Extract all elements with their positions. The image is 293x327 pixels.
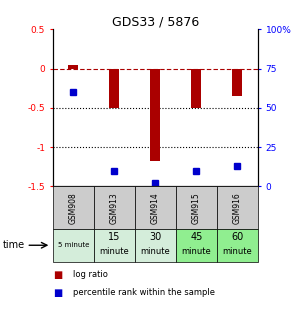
- Text: 15: 15: [108, 232, 120, 242]
- Text: time: time: [3, 240, 25, 250]
- Text: log ratio: log ratio: [73, 270, 108, 279]
- Bar: [191, 69, 202, 108]
- Bar: [68, 65, 79, 69]
- Text: minute: minute: [140, 247, 170, 256]
- Text: minute: minute: [99, 247, 129, 256]
- Text: minute: minute: [222, 247, 252, 256]
- Text: 45: 45: [190, 232, 202, 242]
- Bar: [150, 69, 161, 161]
- Text: GSM913: GSM913: [110, 192, 119, 224]
- Text: ■: ■: [53, 270, 62, 280]
- Text: GSM915: GSM915: [192, 192, 201, 224]
- Bar: [109, 69, 120, 108]
- Text: minute: minute: [181, 247, 211, 256]
- Text: 5 minute: 5 minute: [57, 242, 89, 248]
- Text: 30: 30: [149, 232, 161, 242]
- Text: GSM914: GSM914: [151, 192, 160, 224]
- Bar: [232, 69, 242, 96]
- Text: ■: ■: [53, 288, 62, 298]
- Title: GDS33 / 5876: GDS33 / 5876: [112, 15, 199, 28]
- Text: GSM908: GSM908: [69, 192, 78, 224]
- Text: percentile rank within the sample: percentile rank within the sample: [73, 288, 215, 297]
- Text: 60: 60: [231, 232, 243, 242]
- Text: GSM916: GSM916: [233, 192, 242, 224]
